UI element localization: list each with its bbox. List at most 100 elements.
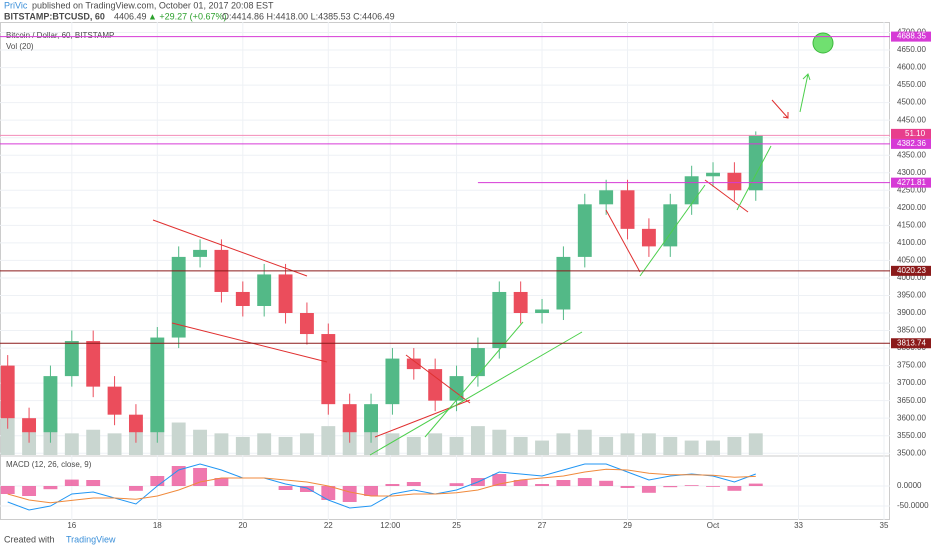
trend-line <box>605 209 641 273</box>
price-label: 4271.81 <box>897 178 926 187</box>
volume-bar <box>321 426 336 455</box>
x-tick-label: 25 <box>452 521 461 530</box>
candle-body <box>385 358 400 405</box>
price-label: 4020.23 <box>897 266 926 275</box>
volume-bar <box>406 436 421 455</box>
arrow <box>799 73 811 113</box>
y-tick-label: 4650.00 <box>897 45 926 54</box>
histogram-bar <box>299 486 314 492</box>
histogram-bar <box>535 484 549 486</box>
histogram-bar <box>22 486 37 496</box>
volume-bar <box>214 433 229 455</box>
price-label: 4382.36 <box>897 139 926 148</box>
price-label: 3813.74 <box>897 338 926 347</box>
price-label: 4688.35 <box>897 32 926 41</box>
y-tick-label: 4250.00 <box>897 185 926 194</box>
x-tick-label: 27 <box>538 521 547 530</box>
x-tick-label: 29 <box>623 521 632 530</box>
y-tick-label: 3950.00 <box>897 291 926 300</box>
arrow <box>771 99 789 119</box>
candle-body <box>150 337 165 433</box>
published: published on TradingView.com, October 01… <box>32 0 274 10</box>
volume-bar <box>385 433 400 455</box>
ohlc: O:4414.86 H:4418.00 L:4385.53 C:4406.49 <box>222 11 395 21</box>
candle-body <box>535 309 549 314</box>
y-tick-label: 3500.00 <box>897 448 926 457</box>
candle-body <box>406 358 421 370</box>
price-label-box <box>891 338 931 349</box>
trend-line <box>639 184 706 277</box>
y-tick-label: 3600.00 <box>897 413 926 422</box>
histogram-bar <box>406 482 421 486</box>
candle-body <box>513 291 528 314</box>
volume-bar <box>599 436 614 455</box>
candle-body <box>748 135 763 191</box>
trend-line <box>152 219 308 277</box>
candle-body <box>342 404 357 433</box>
volume-bar <box>513 436 528 455</box>
x-tick-label: 12:00 <box>380 521 401 530</box>
volume-bar <box>299 433 314 455</box>
candle-body <box>278 274 293 314</box>
y-tick-label: 3550.00 <box>897 431 926 440</box>
y-tick-label: 4200.00 <box>897 203 926 212</box>
candle-body <box>86 341 101 387</box>
change: ▲ +29.27 (+0.67%) <box>148 11 226 21</box>
footer-text: Created with <box>4 534 55 544</box>
volume-bar <box>706 440 720 455</box>
histogram-bar <box>556 480 571 486</box>
volume-bar <box>641 433 656 455</box>
volume-bar <box>577 429 592 455</box>
candle-body <box>470 348 485 377</box>
x-tick-label: 35 <box>880 521 889 530</box>
candle-body <box>193 249 208 257</box>
histogram-bar <box>321 486 336 500</box>
candle-body <box>620 190 635 229</box>
symbol: BITSTAMP:BTCUSD, 60 <box>4 11 105 21</box>
histogram-bar <box>150 476 165 486</box>
indicator-title: Vol (20) <box>6 42 34 51</box>
pane-title: Bitcoin / Dollar, 60, BITSTAMP <box>6 31 114 40</box>
volume-bar <box>64 433 79 455</box>
x-tick-label: 20 <box>238 521 247 530</box>
histogram-bar <box>449 483 464 486</box>
last-price: 4406.49 <box>114 11 147 21</box>
target <box>812 32 834 54</box>
histogram-bar <box>706 486 720 487</box>
volume-bar <box>535 440 549 455</box>
volume-bar <box>470 426 485 455</box>
volume-bar <box>492 429 507 455</box>
candle-body <box>364 404 378 433</box>
y-tick-label: 0.0000 <box>897 481 922 490</box>
histogram-bar <box>278 486 293 490</box>
author[interactable]: PriVic <box>4 0 28 10</box>
trend-line <box>736 145 772 211</box>
footer-brand[interactable]: TradingView <box>66 534 116 544</box>
volume-bar <box>428 433 443 455</box>
y-tick-label: 4550.00 <box>897 80 926 89</box>
price-label-box <box>891 31 931 42</box>
volume-bar <box>171 422 186 455</box>
volume-bar <box>727 436 742 455</box>
candle-body <box>171 256 186 338</box>
volume-bar <box>235 436 250 455</box>
volume-bar <box>0 411 15 455</box>
candle-body <box>706 172 720 177</box>
histogram-bar <box>64 479 79 486</box>
y-tick-label: 4300.00 <box>897 168 926 177</box>
volume-bar <box>556 433 571 455</box>
volume-bar <box>193 429 208 455</box>
histogram-bar <box>748 483 763 486</box>
y-tick-label: 4350.00 <box>897 150 926 159</box>
candle-body <box>0 365 15 419</box>
x-tick-label: 22 <box>324 521 333 530</box>
histogram-bar <box>599 480 614 486</box>
candle-body <box>641 228 656 247</box>
x-tick-label: 33 <box>794 521 803 530</box>
macd-title: MACD (12, 26, close, 9) <box>6 460 92 469</box>
histogram-bar <box>43 486 58 490</box>
histogram-bar <box>385 484 400 486</box>
y-tick-label: 4050.00 <box>897 256 926 265</box>
volume-bar <box>257 433 272 455</box>
